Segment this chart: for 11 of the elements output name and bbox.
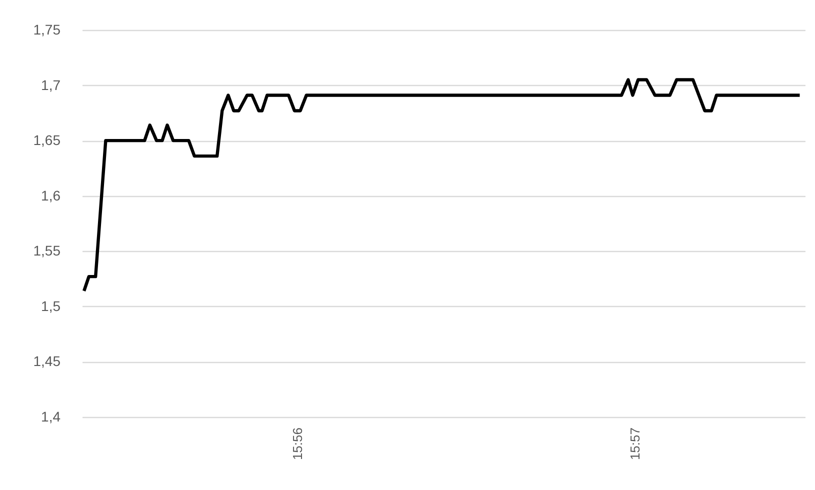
x-tick-label: 15:57 xyxy=(627,428,642,460)
line-series xyxy=(82,78,802,293)
y-tick-label: 1,55 xyxy=(33,242,61,259)
y-tick-label: 1,65 xyxy=(33,132,61,148)
y-tick-label: 1,75 xyxy=(33,22,61,38)
y-tick-label: 1,4 xyxy=(41,408,61,424)
y-tick-label: 1,7 xyxy=(41,76,61,93)
y-tick-label: 1,45 xyxy=(33,353,61,370)
y-tick-label: 1,5 xyxy=(41,298,61,314)
x-tick-label: 15:56 xyxy=(290,428,305,460)
y-tick-label: 1,6 xyxy=(41,187,61,204)
